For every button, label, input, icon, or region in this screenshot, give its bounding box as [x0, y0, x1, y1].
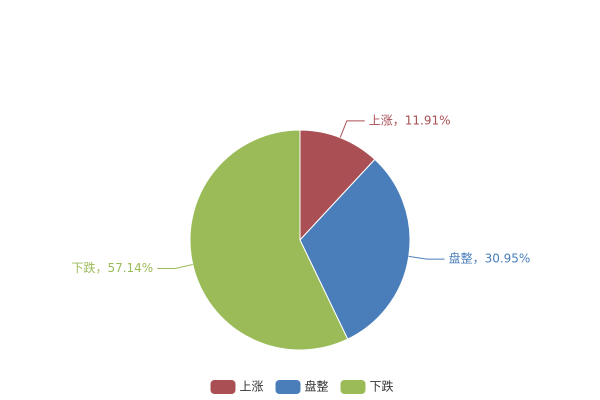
legend-label: 下跌 — [370, 379, 394, 394]
pie-slice — [299, 158, 411, 340]
legend-swatch — [210, 380, 236, 394]
leader-line — [157, 263, 193, 269]
data-label: 盘整，30.95% — [449, 251, 531, 266]
legend-swatch — [340, 380, 366, 394]
legend-label: 盘整 — [305, 379, 329, 394]
legend-label: 上涨 — [240, 379, 264, 394]
data-label: 上涨，11.91% — [369, 112, 451, 127]
data-label: 下跌，57.14% — [71, 260, 153, 275]
leader-line — [339, 120, 365, 138]
leader-line — [408, 255, 445, 260]
legend-swatch — [275, 380, 301, 394]
